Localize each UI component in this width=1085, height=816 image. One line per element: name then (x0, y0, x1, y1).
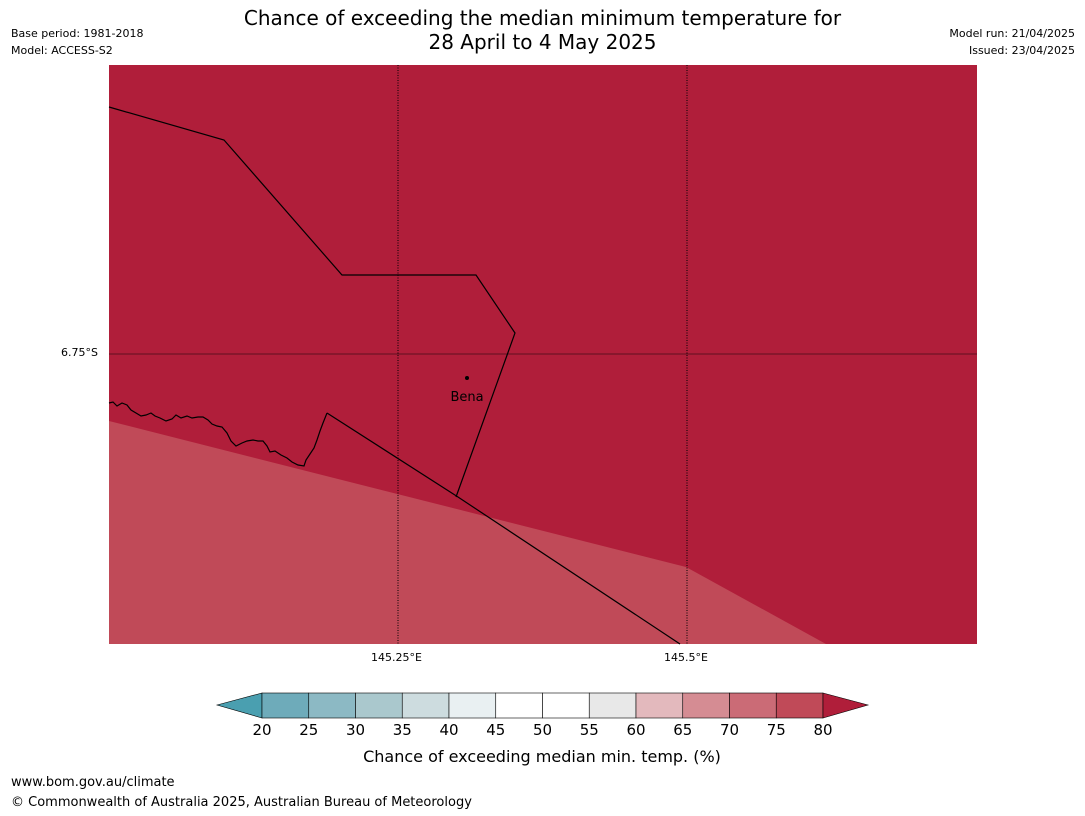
colorbar-tick-label: 65 (673, 721, 692, 739)
colorbar-min-extend (215, 692, 263, 719)
meta-left: Base period: 1981-2018 Model: ACCESS-S2 (11, 25, 143, 59)
lon-tick-145-25: 145.25°E (371, 651, 422, 664)
bena-marker (465, 376, 469, 380)
colorbar-tick-label: 35 (393, 721, 412, 739)
river-boundary (108, 401, 328, 467)
meta-right: Model run: 21/04/2025 Issued: 23/04/2025 (949, 25, 1075, 59)
colorbar-tick-label: 80 (813, 721, 832, 739)
colorbar-band (401, 692, 450, 719)
footer-copyright: © Commonwealth of Australia 2025, Austra… (11, 795, 472, 810)
colorbar-band (308, 692, 356, 719)
bena-label: Bena (450, 390, 483, 405)
colorbar-band (729, 692, 777, 719)
colorbar-tick-label: 50 (533, 721, 552, 739)
colorbar-tick-label: 25 (299, 721, 318, 739)
colorbar-band (261, 692, 310, 719)
colorbar-tick-label: 20 (252, 721, 271, 739)
colorbar-tick-label: 55 (580, 721, 599, 739)
lat-tick-6-75: 6.75°S (61, 346, 98, 359)
colorbar-tick-label: 60 (626, 721, 645, 739)
colorbar-tick-label: 45 (486, 721, 505, 739)
province-boundary-south (326, 412, 681, 645)
map-region-lower (109, 421, 826, 644)
province-boundary-north (108, 106, 516, 498)
colorbar-max-extend (822, 692, 870, 719)
colorbar-tick-label: 75 (767, 721, 786, 739)
colorbar-band (355, 692, 403, 719)
title-line-1: Chance of exceeding the median minimum t… (243, 6, 842, 30)
model-run: Model run: 21/04/2025 (949, 27, 1075, 40)
colorbar-tick-label: 40 (439, 721, 458, 739)
colorbar-tick-label: 70 (720, 721, 739, 739)
colorbar-band (588, 692, 637, 719)
footer-url: www.bom.gov.au/climate (11, 775, 175, 790)
model-name: Model: ACCESS-S2 (11, 44, 113, 57)
colorbar: 20 25 30 35 40 45 50 55 60 65 70 75 80 Chance of exc… (215, 692, 870, 766)
colorbar-label: Chance of exceeding median min. temp. (%… (363, 747, 721, 766)
colorbar-band (682, 692, 730, 719)
colorbar-band (635, 692, 684, 719)
colorbar-tick-label: 30 (346, 721, 365, 739)
base-period: Base period: 1981-2018 (11, 27, 144, 40)
colorbar-band (495, 692, 543, 719)
title-line-2: 28 April to 4 May 2025 (428, 30, 657, 54)
colorbar-band (775, 692, 824, 719)
issued-date: Issued: 23/04/2025 (968, 44, 1075, 57)
colorbar-band (448, 692, 497, 719)
lon-tick-145-5: 145.5°E (664, 651, 708, 664)
map-title: Chance of exceeding the median minimum t… (0, 6, 1085, 54)
colorbar-band (542, 692, 590, 719)
